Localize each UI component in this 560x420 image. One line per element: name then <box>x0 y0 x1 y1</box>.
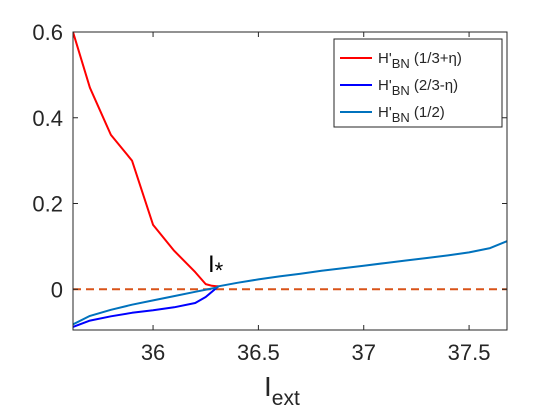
legend-label-main: H' <box>378 77 392 94</box>
series-line-2 <box>73 285 220 328</box>
y-tick-label: 0.2 <box>32 192 63 217</box>
legend-label-3: H'BN (1/2) <box>378 104 445 125</box>
annotation-main: I <box>208 251 215 278</box>
y-tick-label: 0.6 <box>32 20 63 45</box>
legend-label-main: H' <box>378 50 392 67</box>
legend-label-rest: (1/3+η) <box>410 50 462 67</box>
x-axis-label: Iext <box>264 371 300 410</box>
legend-label-rest: (2/3-η) <box>410 77 458 94</box>
plot-area-frame <box>72 31 508 331</box>
x-tick-label: 36.5 <box>237 340 280 365</box>
annotation-subscript: * <box>215 258 224 283</box>
legend-label-rest: (1/2) <box>410 104 445 121</box>
series-line-3 <box>73 240 507 326</box>
x-axis-label-subscript: ext <box>272 387 300 410</box>
x-tick-label: 37 <box>351 340 375 365</box>
legend-label-subscript: BN <box>392 56 410 71</box>
legend: H'BN (1/3+η)H'BN (2/3-η)H'BN (1/2) <box>333 38 503 128</box>
x-axis-label-main: I <box>264 371 272 402</box>
legend-label-main: H' <box>378 104 392 121</box>
x-tick-label: 37.5 <box>448 340 491 365</box>
x-tick-label: 36 <box>141 340 165 365</box>
y-tick-label: 0.4 <box>32 106 63 131</box>
legend-label-1: H'BN (1/3+η) <box>378 50 462 71</box>
legend-label-subscript: BN <box>392 83 410 98</box>
legend-label-2: H'BN (2/3-η) <box>378 77 458 98</box>
y-tick-label: 0 <box>51 277 63 302</box>
series-line-1 <box>73 32 219 288</box>
annotation-label: I* <box>208 251 224 283</box>
legend-label-subscript: BN <box>392 110 410 125</box>
